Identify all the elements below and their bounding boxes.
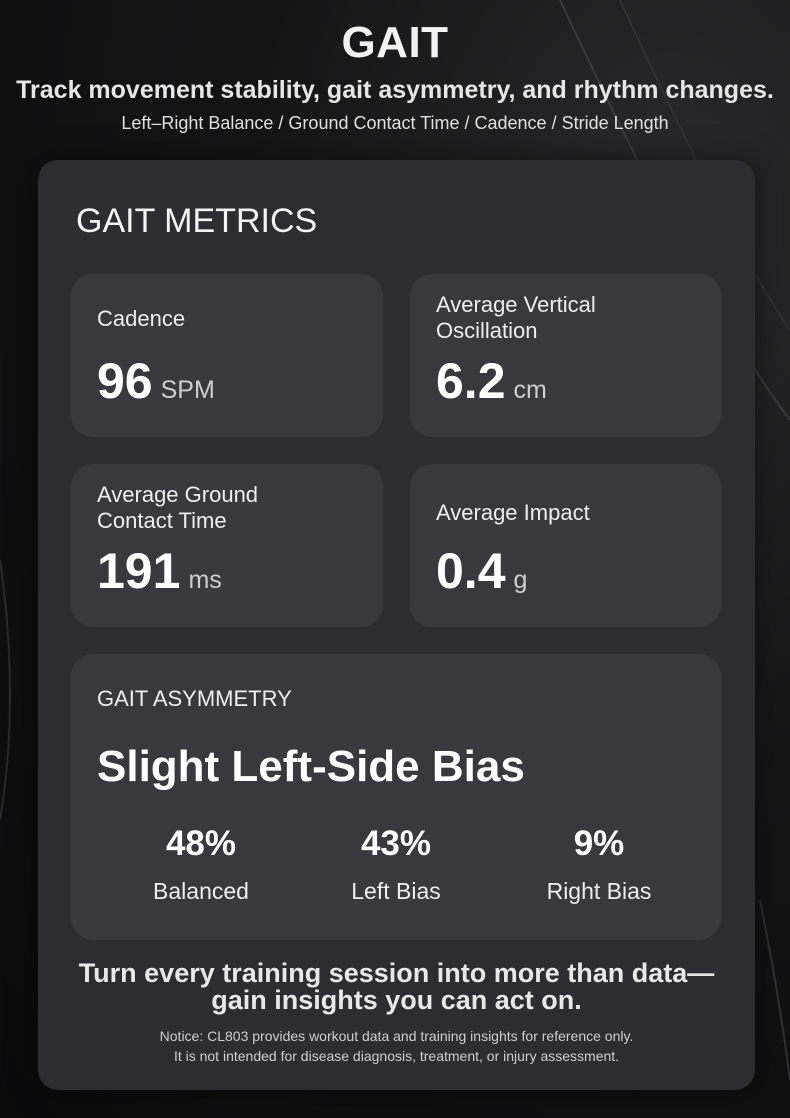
metric-card-vertical-oscillation: Average Vertical Oscillation 6.2 cm <box>410 274 721 437</box>
asymmetry-label: GAIT ASYMMETRY <box>97 686 292 711</box>
panel-title: GAIT METRICS <box>76 202 318 240</box>
disclaimer-notice: Notice: CL803 provides workout data and … <box>159 1028 634 1064</box>
metric-label: Average Impact <box>436 500 590 525</box>
gait-metrics-panel: GAIT METRICS Cadence 96 SPM Average Verti… <box>38 160 755 1090</box>
stat-balanced: 48% Balanced <box>101 824 301 905</box>
page-tagline: Left–Right Balance / Ground Contact Time… <box>121 113 669 133</box>
metric-unit: g <box>513 566 528 594</box>
call-to-action: Turn every training session into more th… <box>78 958 715 1015</box>
stat-percent: 43% <box>360 824 432 863</box>
metric-card-cadence: Cadence 96 SPM <box>71 274 383 437</box>
page-title: GAIT <box>341 18 449 67</box>
metric-label: Average Vertical Oscillation <box>436 292 596 343</box>
stat-left-bias: 43% Left Bias <box>296 824 496 905</box>
metric-number: 6.2 <box>436 353 506 409</box>
asymmetry-result: Slight Left-Side Bias <box>97 742 525 791</box>
stat-percent: 9% <box>573 824 625 863</box>
metric-number: 0.4 <box>436 543 506 599</box>
metric-label: Cadence <box>97 306 186 331</box>
metric-number: 191 <box>97 543 181 599</box>
metric-value: 6.2 cm <box>436 352 547 410</box>
metric-value: 0.4 g <box>436 542 527 600</box>
stat-name: Left Bias <box>351 878 441 904</box>
metric-number: 96 <box>97 353 153 409</box>
stat-right-bias: 9% Right Bias <box>499 824 699 905</box>
stat-name: Balanced <box>153 878 249 904</box>
gait-asymmetry-card: GAIT ASYMMETRY Slight Left-Side Bias 48%… <box>71 654 721 940</box>
metric-card-impact: Average Impact 0.4 g <box>410 464 721 627</box>
metric-value: 96 SPM <box>97 352 215 410</box>
metric-unit: cm <box>513 376 547 404</box>
stat-percent: 48% <box>165 824 237 863</box>
metric-label: Average Ground Contact Time <box>97 482 259 533</box>
metric-unit: SPM <box>160 376 215 404</box>
metric-value: 191 ms <box>97 542 222 600</box>
page-subtitle: Track movement stability, gait asymmetry… <box>16 76 774 104</box>
stat-name: Right Bias <box>546 878 652 904</box>
metric-card-ground-contact-time: Average Ground Contact Time 191 ms <box>71 464 383 627</box>
metric-unit: ms <box>188 566 222 594</box>
